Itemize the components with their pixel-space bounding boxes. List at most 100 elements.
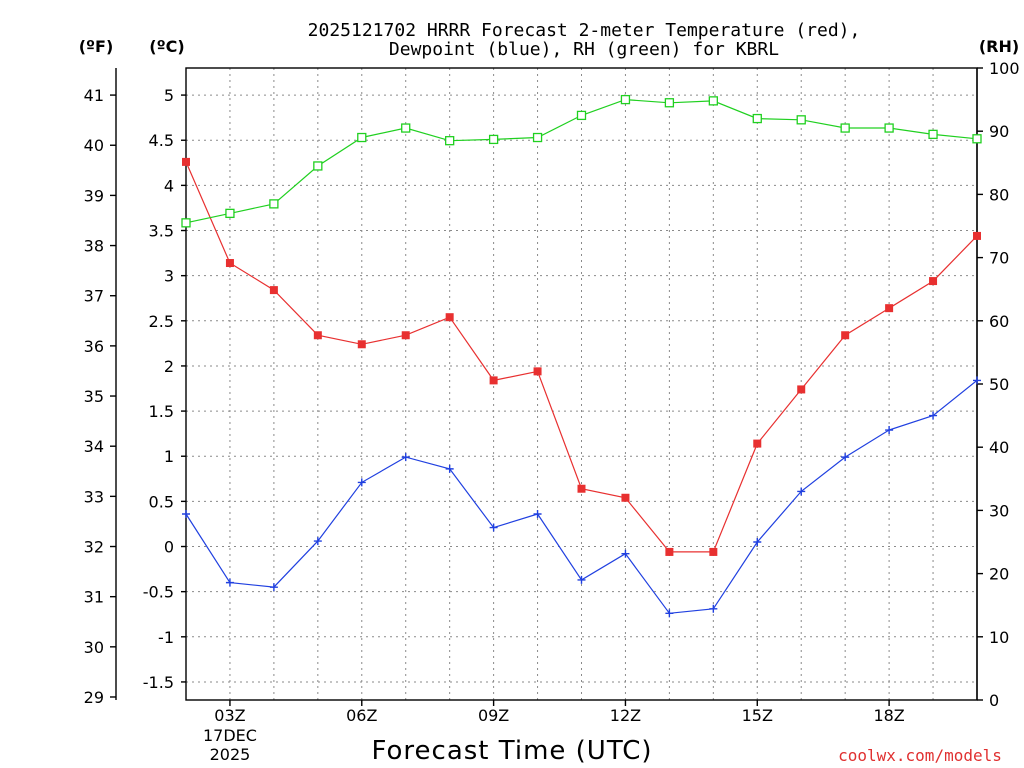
temperature-point xyxy=(929,277,938,286)
dewpoint-point xyxy=(182,510,190,519)
dewpoint-point xyxy=(445,464,454,473)
axes xyxy=(110,67,983,706)
fahrenheit-tick-label: 36 xyxy=(84,337,104,356)
rh-tick-label: 90 xyxy=(989,122,1009,141)
rh-tick-label: 80 xyxy=(989,185,1009,204)
fahrenheit-unit-label: (ºF) xyxy=(79,37,114,56)
rh-tick-label: 20 xyxy=(989,565,1009,584)
rh-point xyxy=(401,123,411,133)
chart-title-line-1: 2025121702 HRRR Forecast 2-meter Tempera… xyxy=(308,20,861,41)
dewpoint-point xyxy=(841,453,850,462)
rh-point xyxy=(796,115,806,125)
grid-lines xyxy=(186,68,977,700)
temperature-point xyxy=(533,367,542,376)
temperature-point xyxy=(973,231,981,240)
dewpoint-point xyxy=(577,575,586,584)
rh-point xyxy=(313,161,323,171)
temperature-point xyxy=(841,331,850,340)
celsius-tick-label: 1.5 xyxy=(149,402,174,421)
rh-point xyxy=(225,208,235,219)
rh-point xyxy=(708,96,718,106)
dewpoint-point xyxy=(665,609,674,618)
temperature-point xyxy=(621,493,630,502)
celsius-tick-label: -1.5 xyxy=(143,673,174,692)
fahrenheit-tick-label: 33 xyxy=(84,487,104,506)
x-tick-label: 06Z xyxy=(346,706,377,725)
temperature-point xyxy=(225,259,234,268)
x-tick-label: 12Z xyxy=(610,706,641,725)
rh-point xyxy=(972,134,982,144)
rh-tick-label: 10 xyxy=(989,628,1009,647)
dewpoint-point xyxy=(621,549,630,558)
fahrenheit-tick-label: 29 xyxy=(84,688,104,707)
dewpoint-point xyxy=(401,453,410,462)
temperature-point xyxy=(269,286,278,295)
fahrenheit-tick-label: 32 xyxy=(84,538,104,557)
celsius-tick-label: 2 xyxy=(164,357,174,376)
rh-point xyxy=(445,136,455,146)
fahrenheit-tick-label: 41 xyxy=(84,86,104,105)
fahrenheit-tick-label: 37 xyxy=(84,287,104,306)
temperature-point xyxy=(313,331,322,340)
rh-point xyxy=(181,218,191,228)
dewpoint-point xyxy=(533,510,542,519)
rh-point xyxy=(532,132,543,143)
temperature-point xyxy=(489,376,498,385)
rh-unit-label: (RH) xyxy=(979,37,1019,56)
rh-tick-label: 50 xyxy=(989,375,1009,394)
fahrenheit-tick-label: 39 xyxy=(84,186,104,205)
plot-frame xyxy=(185,67,978,701)
celsius-tick-label: 3.5 xyxy=(149,222,174,241)
temperature-point xyxy=(445,313,454,322)
celsius-tick-label: 0 xyxy=(164,538,174,557)
x-date-label: 17DEC xyxy=(203,726,257,745)
dewpoint-point xyxy=(797,487,806,496)
rh-tick-label: 100 xyxy=(989,59,1020,78)
rh-point xyxy=(884,123,894,133)
dewpoint-point xyxy=(225,578,234,587)
temperature-point xyxy=(709,547,718,556)
dewpoint-point xyxy=(929,411,938,420)
x-tick-label: 03Z xyxy=(214,706,245,725)
x-year-label: 2025 xyxy=(210,745,251,764)
rh-point xyxy=(357,132,367,143)
tick-labels: 29303132333435363738394041-1.5-1-0.500.5… xyxy=(84,59,1020,764)
temperature-point xyxy=(885,304,894,313)
dewpoint-point xyxy=(885,426,894,435)
celsius-tick-label: 4.5 xyxy=(149,131,174,150)
x-axis-title: Forecast Time (UTC) xyxy=(371,736,652,766)
rh-tick-label: 0 xyxy=(989,691,999,710)
fahrenheit-tick-label: 34 xyxy=(84,437,104,456)
temperature-point xyxy=(182,157,190,166)
temperature-point xyxy=(401,331,410,340)
celsius-tick-label: 1 xyxy=(164,447,174,466)
temperature-point xyxy=(577,484,586,493)
dewpoint-point xyxy=(269,583,278,592)
dewpoint-point xyxy=(709,604,718,613)
celsius-tick-label: 5 xyxy=(164,86,174,105)
dewpoint-point xyxy=(973,376,981,385)
celsius-tick-label: 3 xyxy=(164,267,174,286)
rh-point xyxy=(488,134,499,145)
rh-point xyxy=(269,199,279,209)
source-credit: coolwx.com/models xyxy=(838,746,1002,765)
rh-tick-label: 30 xyxy=(989,501,1009,520)
fahrenheit-tick-label: 30 xyxy=(84,638,104,657)
celsius-tick-label: 0.5 xyxy=(149,492,174,511)
celsius-tick-label: -0.5 xyxy=(143,583,174,602)
celsius-unit-label: (ºC) xyxy=(149,37,184,56)
rh-point xyxy=(664,98,675,108)
celsius-tick-label: -1 xyxy=(158,628,174,647)
rh-tick-label: 70 xyxy=(989,249,1009,268)
dewpoint-point xyxy=(357,478,366,487)
temperature-point xyxy=(665,547,674,556)
celsius-tick-label: 4 xyxy=(164,176,174,195)
temperature-point xyxy=(797,385,806,394)
temperature-point xyxy=(753,439,762,448)
chart-title-line-2: Dewpoint (blue), RH (green) for KBRL xyxy=(389,39,779,60)
fahrenheit-tick-label: 38 xyxy=(84,237,104,256)
rh-point xyxy=(752,113,762,124)
fahrenheit-tick-label: 40 xyxy=(84,136,104,155)
rh-point xyxy=(840,123,850,133)
